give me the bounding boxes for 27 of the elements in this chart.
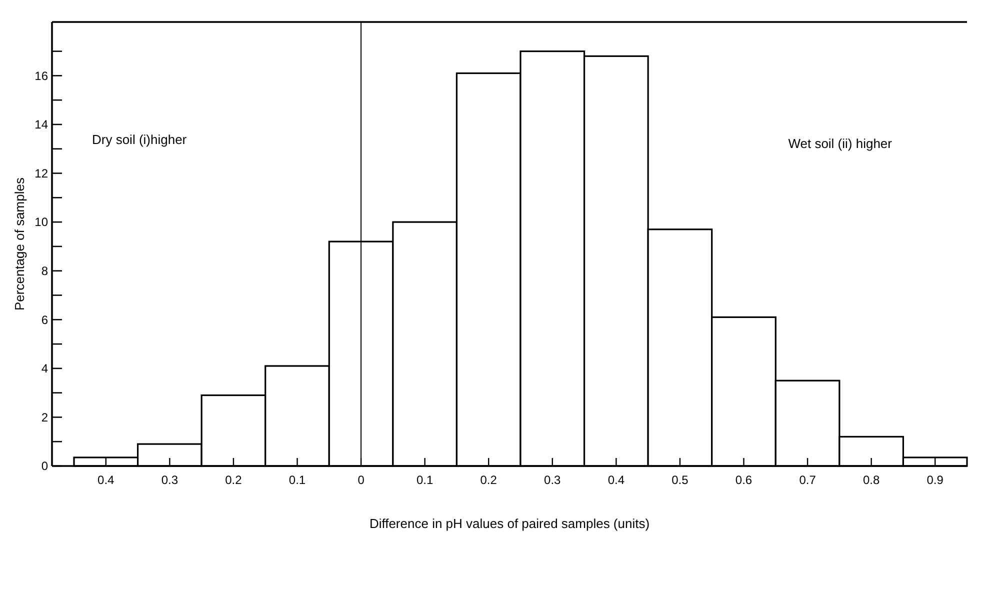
x-tick-label: 0.5 [672,473,689,487]
annotation: Wet soil (ii) higher [788,136,893,151]
x-tick-label: 0.2 [480,473,498,487]
y-tick-label: 8 [41,264,48,278]
x-tick-label: 0.1 [416,473,434,487]
x-tick-label: 0.8 [862,473,880,487]
x-tick-label: 0.3 [544,473,562,487]
y-tick-label: 2 [41,410,48,424]
x-axis-title: Difference in pH values of paired samples (units) [369,516,650,531]
y-tick-label: 0 [41,459,48,474]
x-tick-label: 0.3 [161,473,178,487]
x-tick-label: 0.7 [799,473,816,487]
annotation: Dry soil (i)higher [92,132,188,147]
y-tick-label: 4 [41,362,48,376]
x-tick-label: 0.1 [288,473,306,487]
y-axis-title: Percentage of samples [12,177,27,310]
x-tick-label: 0.4 [608,473,625,487]
x-tick-label: 0.9 [926,473,944,487]
x-tick-label: 0.2 [225,473,242,487]
y-tick-label: 16 [34,68,48,83]
y-tick-label: 6 [41,312,48,327]
y-tick-label: 10 [34,215,48,230]
x-tick-label: 0 [358,473,365,487]
y-tick-label: 12 [34,166,48,180]
x-tick-label: 0.4 [98,473,115,487]
x-tick-label: 0.6 [735,473,752,487]
y-tick-label: 14 [34,118,48,132]
